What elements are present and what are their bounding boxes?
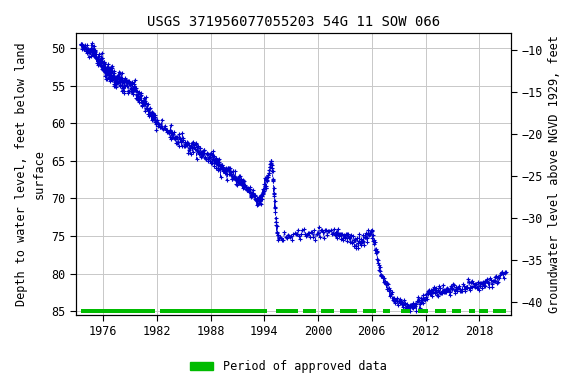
Bar — [81, 309, 155, 313]
Bar — [276, 309, 298, 313]
Bar — [434, 309, 446, 313]
Bar — [303, 309, 316, 313]
Legend: Period of approved data: Period of approved data — [185, 356, 391, 378]
Title: USGS 371956077055203 54G 11 SOW 066: USGS 371956077055203 54G 11 SOW 066 — [147, 15, 440, 29]
Bar — [160, 309, 267, 313]
Bar — [492, 309, 506, 313]
Bar — [479, 309, 488, 313]
Bar — [418, 309, 428, 313]
Bar — [401, 309, 410, 313]
Bar — [452, 309, 461, 313]
Bar — [321, 309, 334, 313]
Y-axis label: Depth to water level, feet below land
surface: Depth to water level, feet below land su… — [15, 42, 46, 306]
Y-axis label: Groundwater level above NGVD 1929, feet: Groundwater level above NGVD 1929, feet — [548, 35, 561, 313]
Bar — [382, 309, 390, 313]
Bar — [363, 309, 376, 313]
Bar — [340, 309, 357, 313]
Bar — [468, 309, 475, 313]
